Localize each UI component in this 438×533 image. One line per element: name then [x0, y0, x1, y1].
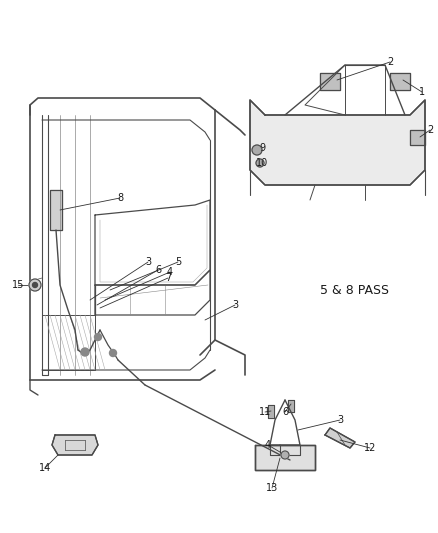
Polygon shape — [409, 130, 424, 145]
Polygon shape — [267, 405, 273, 418]
Text: 5: 5 — [174, 257, 181, 267]
Circle shape — [109, 350, 116, 357]
Circle shape — [32, 282, 37, 287]
Text: 11: 11 — [258, 407, 271, 417]
Text: 10: 10 — [255, 158, 268, 168]
Text: 14: 14 — [39, 463, 51, 473]
Text: 7: 7 — [165, 273, 171, 283]
Circle shape — [94, 334, 101, 341]
Circle shape — [81, 348, 89, 356]
Text: 1: 1 — [418, 87, 424, 97]
Text: 3: 3 — [231, 300, 237, 310]
Text: 9: 9 — [258, 143, 265, 153]
Text: 12: 12 — [363, 443, 375, 453]
Polygon shape — [324, 428, 354, 448]
Text: 4: 4 — [265, 440, 270, 450]
Text: 4: 4 — [166, 267, 173, 277]
Polygon shape — [249, 100, 424, 185]
Polygon shape — [254, 445, 314, 470]
Text: 3: 3 — [145, 257, 151, 267]
Text: 2: 2 — [426, 125, 432, 135]
Text: 2: 2 — [386, 57, 392, 67]
Circle shape — [29, 279, 41, 291]
Polygon shape — [389, 73, 409, 90]
Text: 13: 13 — [265, 483, 278, 493]
Circle shape — [251, 145, 261, 155]
Circle shape — [255, 159, 263, 167]
Polygon shape — [52, 435, 98, 455]
Text: 15: 15 — [12, 280, 24, 290]
Text: 8: 8 — [117, 193, 123, 203]
Text: 3: 3 — [336, 415, 342, 425]
Text: 6: 6 — [281, 407, 287, 417]
Polygon shape — [50, 190, 62, 230]
Circle shape — [280, 451, 288, 459]
Text: 5 & 8 PASS: 5 & 8 PASS — [320, 284, 389, 296]
Polygon shape — [319, 73, 339, 90]
Text: 6: 6 — [155, 265, 161, 275]
Polygon shape — [287, 400, 293, 412]
